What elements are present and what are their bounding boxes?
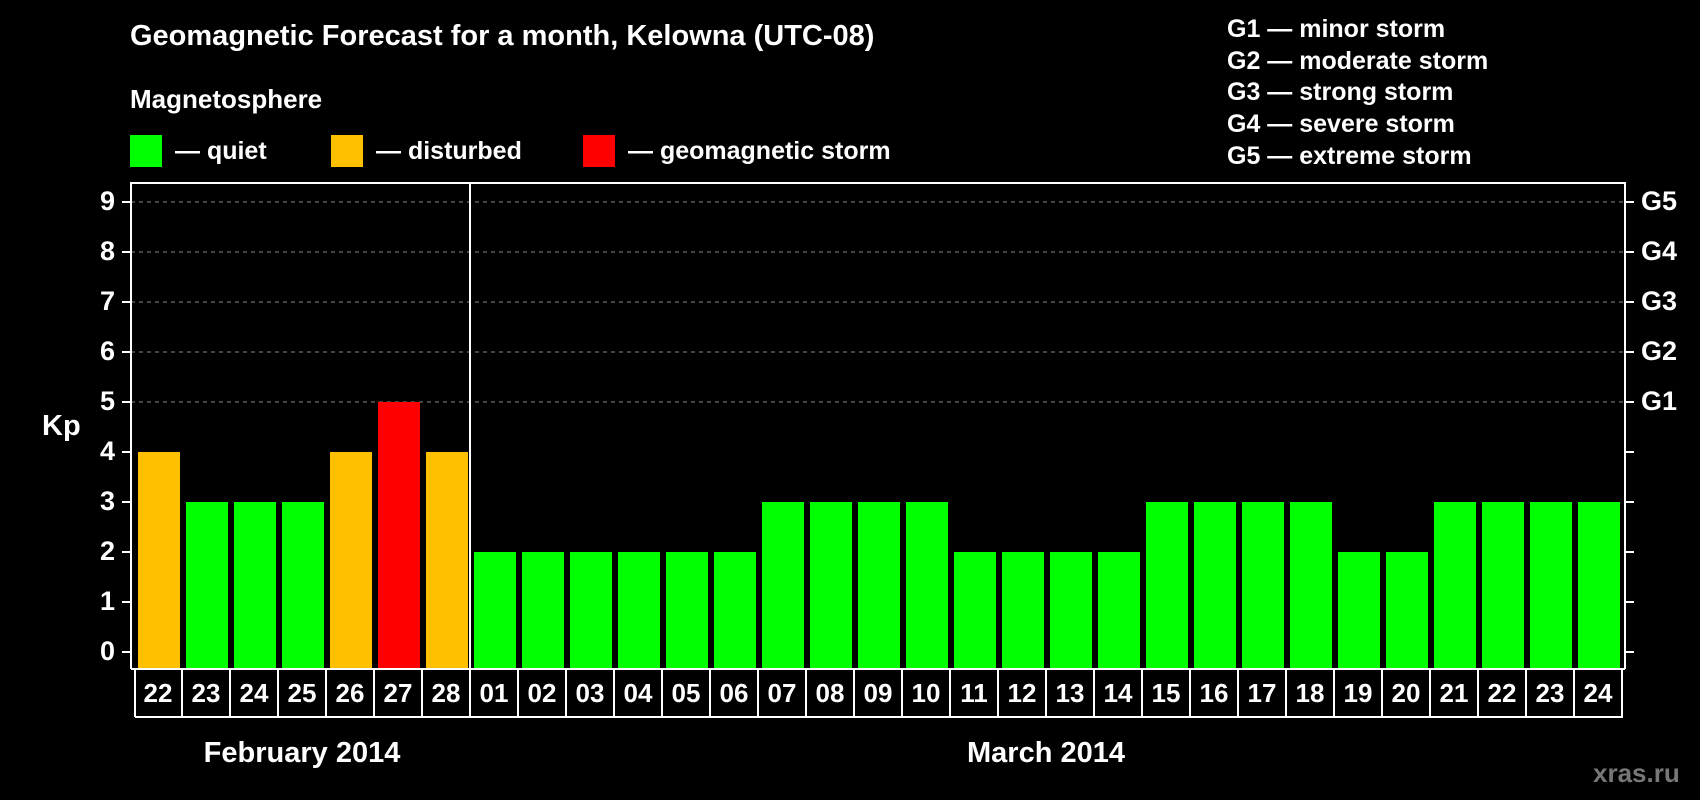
legend-swatch-icon [583, 135, 615, 167]
kp-bar [714, 552, 756, 669]
date-label: 09 [855, 669, 903, 717]
kp-bar [1290, 502, 1332, 669]
y-tick-label: 3 [99, 486, 115, 516]
date-label: 01 [471, 669, 519, 717]
month-label: March 2014 [967, 737, 1125, 769]
chart-subtitle: Magnetosphere [130, 84, 323, 114]
g-legend-item: G2 — moderate storm [1227, 46, 1489, 75]
y-tick-label: 4 [99, 436, 115, 466]
kp-bar [1194, 502, 1236, 669]
y-axis-label: Kp [42, 410, 81, 442]
date-label: 08 [807, 669, 855, 717]
watermark: xras.ru [1593, 758, 1680, 788]
kp-bar [1482, 502, 1524, 669]
legend-label: — disturbed [376, 136, 522, 165]
kp-bar [1434, 502, 1476, 669]
date-label: 20 [1383, 669, 1431, 717]
date-label: 23 [183, 669, 231, 717]
kp-bar [1242, 502, 1284, 669]
y-tick-label: 7 [99, 286, 115, 316]
date-label: 26 [327, 669, 375, 717]
legend-swatch-icon [130, 135, 162, 167]
kp-bar [1338, 552, 1380, 669]
date-label: 24 [1575, 669, 1623, 717]
chart-title: Geomagnetic Forecast for a month, Kelown… [130, 20, 875, 52]
date-label: 24 [231, 669, 279, 717]
g-scale-label: G5 [1641, 186, 1678, 216]
legend-item: — disturbed [331, 135, 522, 167]
date-label: 15 [1143, 669, 1191, 717]
kp-bar [1002, 552, 1044, 669]
kp-bar [1386, 552, 1428, 669]
kp-bar [522, 552, 564, 669]
legend-swatch-icon [331, 135, 363, 167]
g-legend-item: G3 — strong storm [1227, 78, 1454, 107]
date-label: 23 [1527, 669, 1575, 717]
date-label: 25 [279, 669, 327, 717]
date-label: 28 [423, 669, 471, 717]
date-label: 27 [375, 669, 423, 717]
date-label: 13 [1047, 669, 1095, 717]
y-tick-label: 9 [99, 186, 115, 216]
y-tick-label: 2 [99, 536, 115, 566]
date-label: 16 [1191, 669, 1239, 717]
kp-bar [570, 552, 612, 669]
legend-item: — geomagnetic storm [583, 135, 891, 167]
y-tick-label: 6 [99, 336, 115, 366]
date-label: 21 [1431, 669, 1479, 717]
kp-bar [186, 502, 228, 669]
date-label: 02 [519, 669, 567, 717]
kp-bar [1578, 502, 1620, 669]
kp-bar [906, 502, 948, 669]
legend-label: — geomagnetic storm [628, 136, 891, 165]
date-label: 03 [567, 669, 615, 717]
kp-bar [1050, 552, 1092, 669]
g-legend-item: G4 — severe storm [1227, 110, 1455, 139]
kp-bar [282, 502, 324, 669]
month-label: February 2014 [203, 737, 401, 769]
y-tick-label: 8 [99, 236, 115, 266]
kp-bar [474, 552, 516, 669]
date-label: 04 [615, 669, 663, 717]
y-tick-label: 5 [99, 386, 115, 416]
kp-bar [138, 452, 180, 669]
date-label: 19 [1335, 669, 1383, 717]
date-label: 12 [999, 669, 1047, 717]
kp-bar [378, 402, 420, 669]
date-label: 11 [951, 669, 999, 717]
g-legend-item: G1 — minor storm [1227, 15, 1446, 43]
date-label: 06 [711, 669, 759, 717]
g-scale-label: G4 [1641, 236, 1678, 266]
kp-bar [618, 552, 660, 669]
legend-item: — quiet [130, 135, 267, 167]
kp-bar [666, 552, 708, 669]
date-label: 18 [1287, 669, 1335, 717]
g-scale-label: G3 [1641, 286, 1678, 316]
y-tick-label: 0 [99, 636, 115, 666]
kp-bar [762, 502, 804, 669]
kp-bar [1098, 552, 1140, 669]
kp-bar [1530, 502, 1572, 669]
date-label: 05 [663, 669, 711, 717]
g-scale-label: G2 [1641, 336, 1678, 366]
g-scale-label: G1 [1641, 386, 1678, 416]
date-label: 10 [903, 669, 951, 717]
kp-bar [426, 452, 468, 669]
date-label: 17 [1239, 669, 1287, 717]
storm-scale-legend: G1 — minor storm G2 — moderate storm G3 … [1227, 14, 1488, 173]
y-tick-label: 1 [99, 586, 115, 616]
kp-bar [954, 552, 996, 669]
date-label: 22 [1479, 669, 1527, 717]
kp-bar [810, 502, 852, 669]
kp-bar [858, 502, 900, 669]
kp-bar [234, 502, 276, 669]
date-label: 07 [759, 669, 807, 717]
kp-bar [1146, 502, 1188, 669]
g-legend-item: G5 — extreme storm [1227, 141, 1472, 170]
date-label: 22 [135, 669, 183, 717]
date-label: 14 [1095, 669, 1143, 717]
kp-bar [330, 452, 372, 669]
legend-label: — quiet [175, 136, 267, 165]
